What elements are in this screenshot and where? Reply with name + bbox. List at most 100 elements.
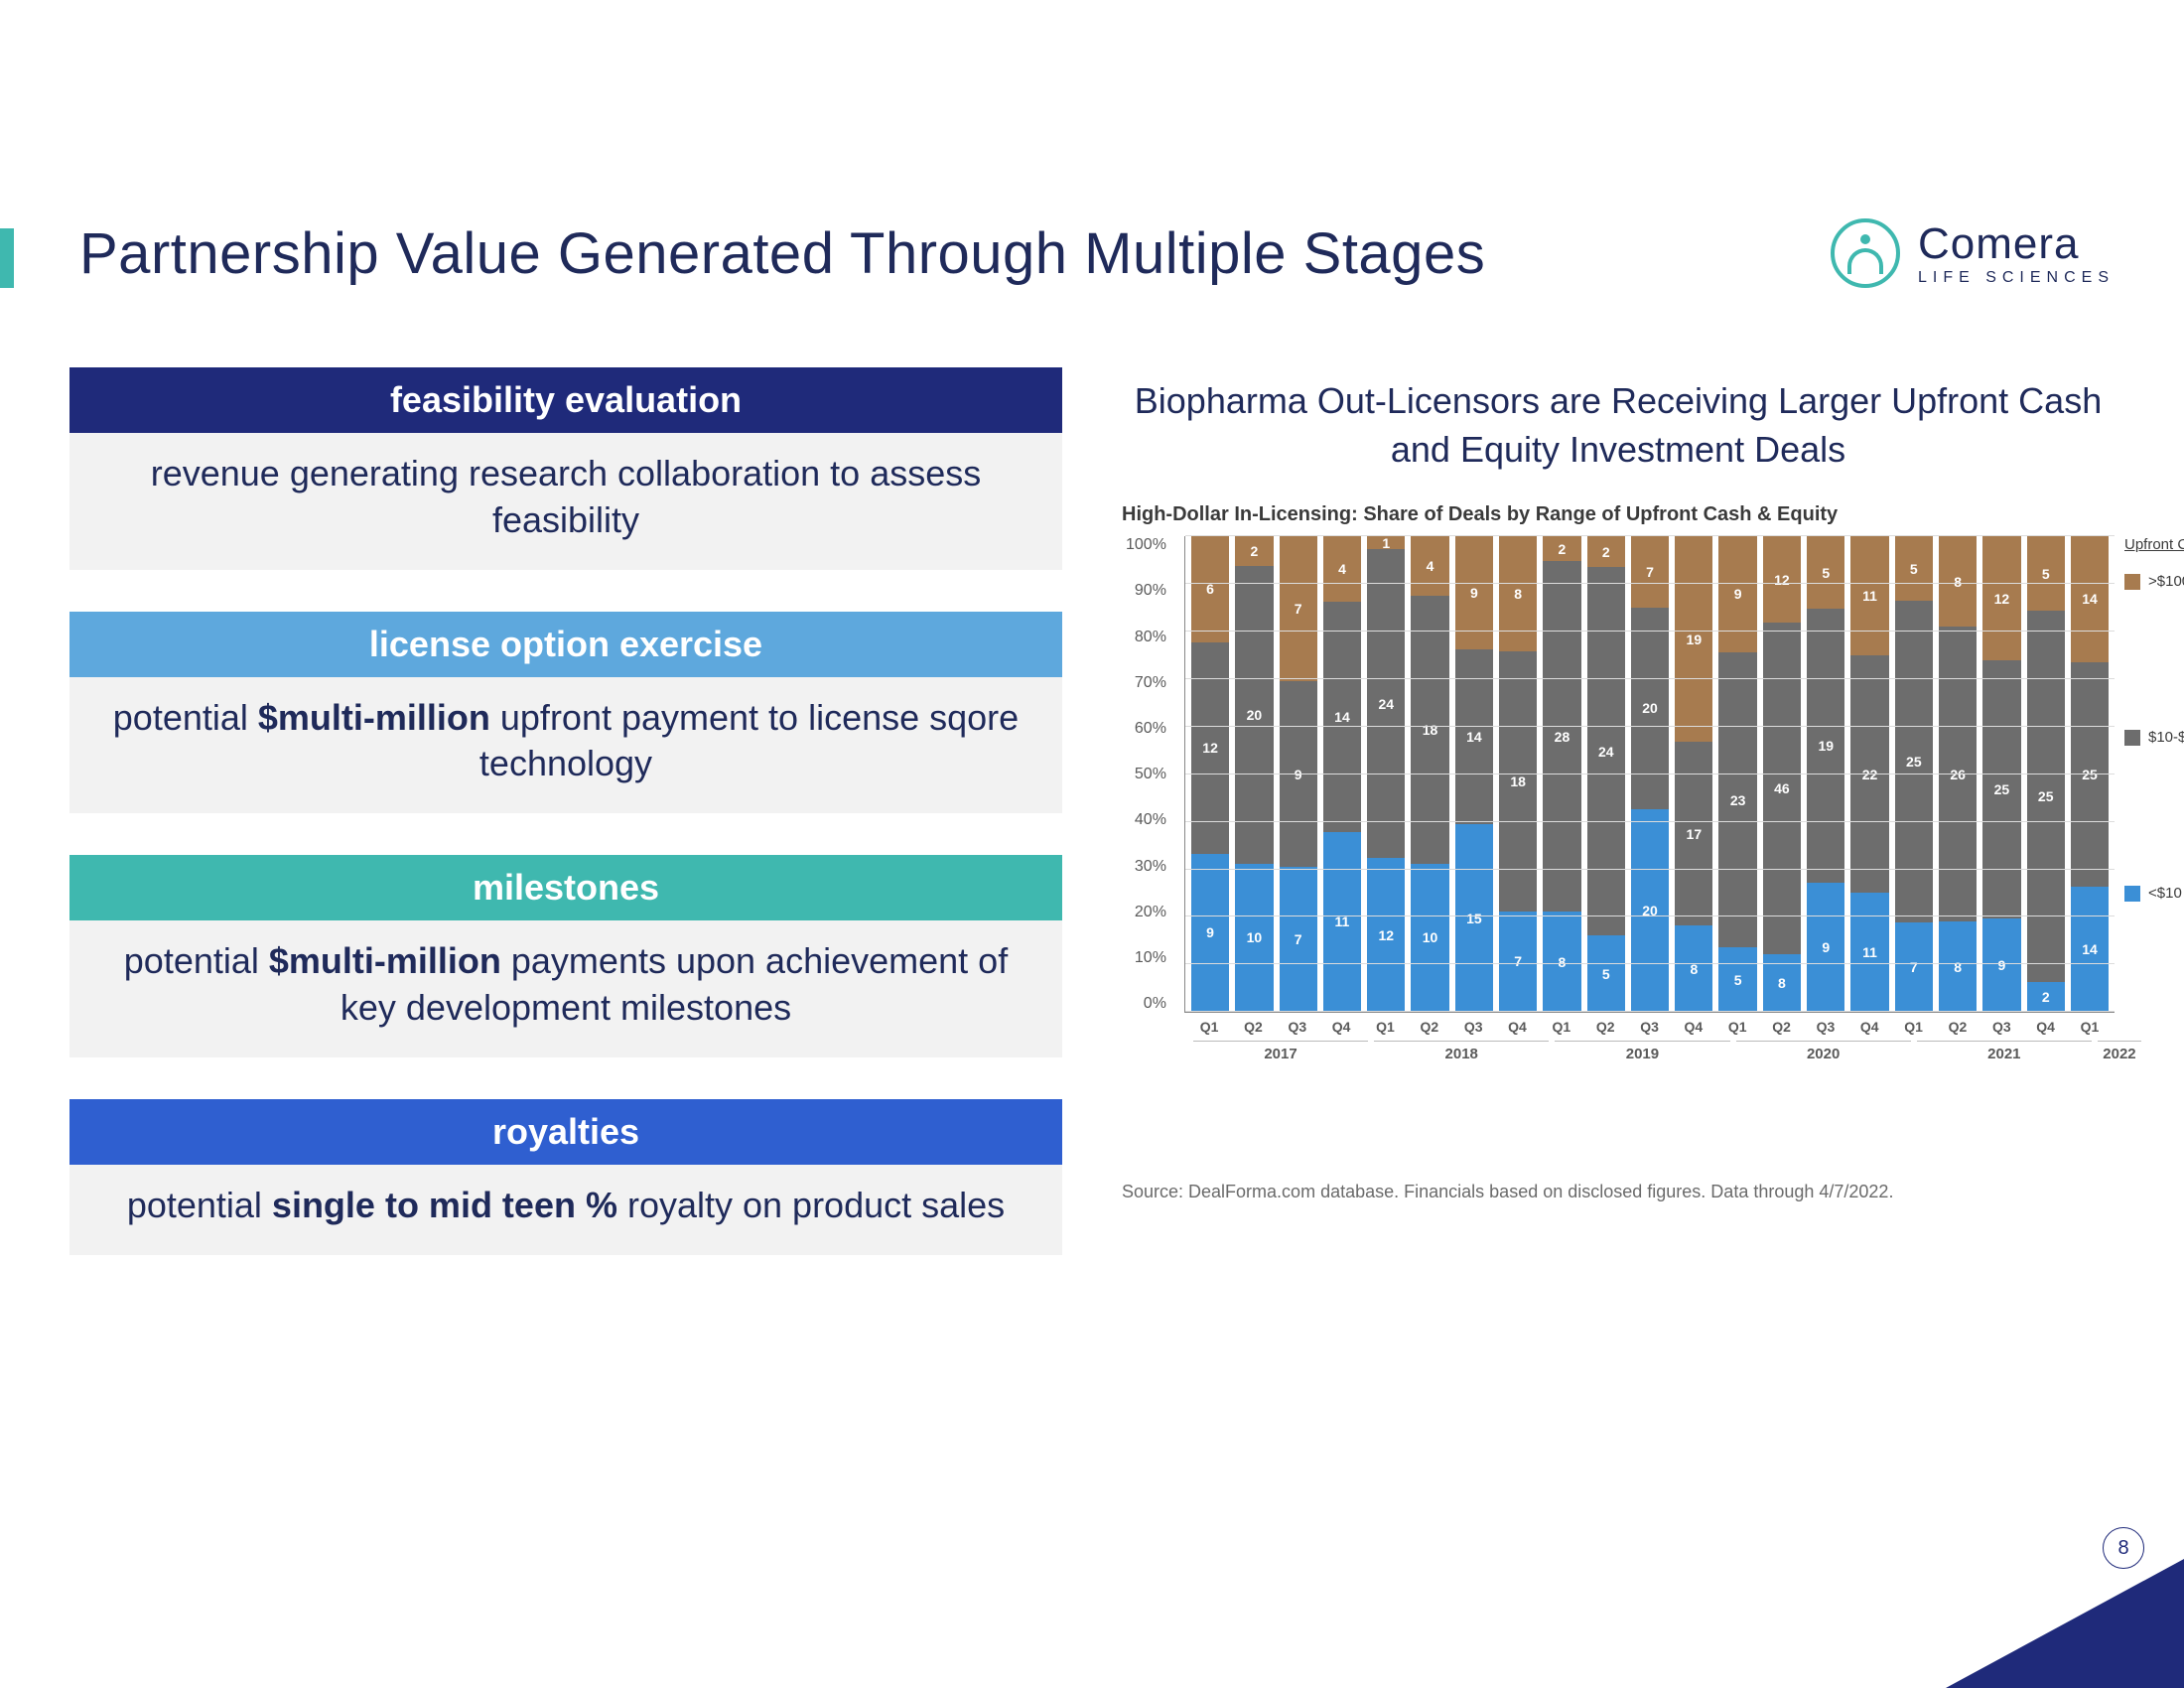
bar-segment: 7 [1631,536,1669,607]
legend-swatch [2124,574,2140,590]
y-tick: 70% [1135,674,1166,692]
y-tick: 60% [1135,720,1166,738]
bar: 10184 [1411,536,1448,1012]
bar-segment: 8 [1939,536,1977,627]
bar-segment: 5 [1807,536,1844,609]
x-label: Q2 [1234,1019,1272,1035]
year-label: 2020 [1736,1041,1911,1062]
bar-segment: 9 [1982,918,2020,1012]
bar-segment: 9 [1455,536,1493,648]
x-label: Q4 [1850,1019,1888,1035]
year-label: 2021 [1917,1041,2092,1062]
stage-body: potential $multi-million upfront payment… [69,677,1062,814]
bar: 11144 [1323,536,1361,1012]
bar: 81719 [1675,536,1712,1012]
legend-item: <$10 Million [2124,885,2184,902]
legend-label: <$10 Million [2148,885,2184,902]
bar-segment: 9 [1280,681,1317,867]
bar-segment: 2 [1587,536,1625,567]
logo-icon [1831,218,1900,288]
x-label: Q1 [1894,1019,1932,1035]
bar-segment: 11 [1850,536,1888,655]
logo-sub: LIFE SCIENCES [1918,269,2115,287]
bar: 2255 [2027,536,2065,1012]
bar: 142514 [2071,536,2109,1012]
bar-segment: 5 [1718,947,1756,1012]
stage-block: royaltiespotential single to mid teen % … [69,1099,1062,1255]
stage-block: milestonespotential $multi-million payme… [69,855,1062,1057]
bar: 8282 [1543,536,1580,1012]
bar: 7188 [1499,536,1537,1012]
bar-segment: 8 [1939,921,1977,1012]
x-label: Q4 [2026,1019,2064,1035]
bar-segment: 8 [1543,912,1580,1012]
x-label: Q1 [1190,1019,1228,1035]
bar-segment: 15 [1455,824,1493,1012]
bar-segment: 10 [1235,864,1273,1013]
bar-segment: 11 [1850,893,1888,1012]
bar: 15149 [1455,536,1493,1012]
plot-area: 9126102027971114412241101841514971888282… [1184,536,2115,1013]
corner-triangle [1946,1559,2184,1688]
legend-title: Upfront Cash & Eq. [2124,536,2184,553]
x-label: Q2 [1586,1019,1624,1035]
y-tick: 100% [1126,536,1166,554]
bar-segment: 5 [2027,536,2065,611]
bar-segment: 2 [1543,536,1580,561]
bar-segment: 25 [2071,662,2109,887]
y-tick: 40% [1135,811,1166,829]
stage-body: potential single to mid teen % royalty o… [69,1165,1062,1255]
x-label: Q2 [1762,1019,1800,1035]
bar-segment: 25 [1895,601,1933,922]
bar-segment: 12 [1367,858,1405,1012]
bar-segment: 12 [1982,536,2020,660]
title-row: Partnership Value Generated Through Mult… [69,218,2115,288]
bar-segment: 11 [1323,832,1361,1013]
bar-segment: 25 [2027,611,2065,982]
bar-segment: 8 [1675,925,1712,1012]
bar-segment: 12 [1763,536,1801,623]
year-label: 2022 [2098,1041,2141,1062]
y-tick: 50% [1135,766,1166,783]
y-tick: 30% [1135,858,1166,876]
bar-segment: 23 [1718,652,1756,948]
y-tick: 10% [1135,949,1166,967]
bar-segment: 7 [1499,912,1537,1013]
bar-segment: 1 [1367,536,1405,549]
x-axis-years: 201720182019202020212022 [1184,1035,2115,1062]
bar-segment: 14 [1323,602,1361,831]
x-label: Q1 [1366,1019,1404,1035]
x-label: Q4 [1498,1019,1536,1035]
legend-label: >$100 Million [2148,573,2184,590]
bar: 8268 [1939,536,1977,1012]
bar: 9195 [1807,536,1844,1012]
bar: 9126 [1191,536,1229,1012]
legend-item: $10-$100 Million [2124,729,2184,746]
year-label: 2019 [1555,1041,1729,1062]
bar: 797 [1280,536,1317,1012]
stage-header: license option exercise [69,612,1062,677]
legend-item: >$100 Million [2124,573,2184,590]
year-label: 2017 [1193,1041,1368,1062]
accent-bar [0,228,14,288]
chart: 100%90%80%70%60%50%40%30%20%10%0% 912610… [1122,536,2115,1062]
y-tick: 90% [1135,582,1166,600]
bar: 92512 [1982,536,2020,1012]
page-title: Partnership Value Generated Through Mult… [79,220,1485,287]
y-tick: 20% [1135,904,1166,921]
bar-segment: 8 [1499,536,1537,651]
y-tick: 80% [1135,629,1166,646]
chart-column: Biopharma Out-Licensors are Receiving La… [1122,367,2115,1297]
logo: Comera LIFE SCIENCES [1831,218,2115,288]
bar: 12241 [1367,536,1405,1012]
bar-segment: 12 [1191,642,1229,854]
source-text: Source: DealForma.com database. Financia… [1122,1182,2115,1202]
bar: 112211 [1850,536,1888,1012]
bar-segment: 20 [1631,608,1669,810]
x-label: Q1 [2071,1019,2109,1035]
bar-segment: 25 [1982,660,2020,918]
y-axis: 100%90%80%70%60%50%40%30%20%10%0% [1122,536,1170,1013]
bar-segment: 9 [1807,883,1844,1013]
stage-body: potential $multi-million payments upon a… [69,920,1062,1057]
bar-segment: 9 [1191,854,1229,1013]
